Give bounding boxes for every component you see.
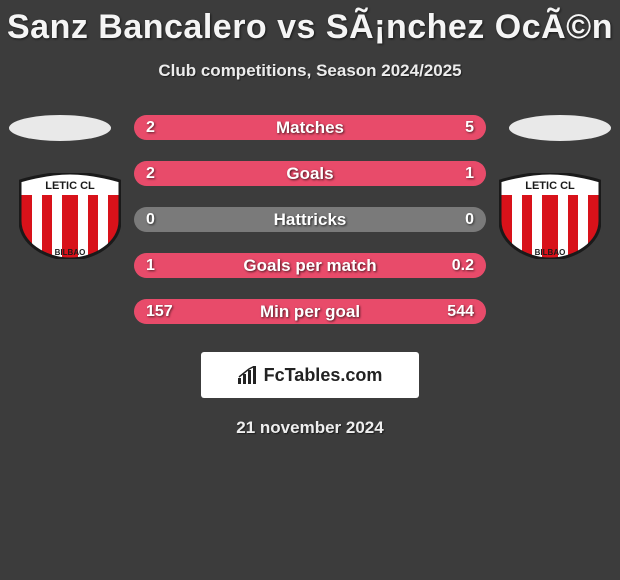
page-title: Sanz Bancalero vs SÃ¡nchez OcÃ©n — [0, 0, 620, 47]
badge-top-text: LETIC CL — [525, 180, 575, 192]
right-player-oval — [509, 115, 611, 141]
stat-rows: 25Matches 21Goals 00Hattricks 10.2Goals per… — [134, 115, 486, 324]
stat-row: 157544Min per goal — [134, 299, 486, 324]
stat-label: Hattricks — [134, 207, 486, 232]
subtitle: Club competitions, Season 2024/2025 — [0, 61, 620, 81]
left-player-oval — [9, 115, 111, 141]
stat-label: Goals per match — [134, 253, 486, 278]
chart-icon — [238, 366, 258, 384]
fctables-logo: FcTables.com — [201, 352, 419, 398]
stat-label: Matches — [134, 115, 486, 140]
left-club-badge: LETIC CL BILBAO — [19, 173, 121, 259]
stat-row: 25Matches — [134, 115, 486, 140]
stats-area: LETIC CL BILBAO LETIC CL BILBAO 25Matche… — [0, 115, 620, 324]
stat-label: Goals — [134, 161, 486, 186]
badge-top-text: LETIC CL — [45, 180, 95, 192]
logo-text: FcTables.com — [264, 365, 383, 386]
date-text: 21 november 2024 — [0, 418, 620, 438]
badge-bottom-text: BILBAO — [535, 248, 566, 257]
stat-row: 00Hattricks — [134, 207, 486, 232]
badge-bottom-text: BILBAO — [55, 248, 86, 257]
stat-row: 21Goals — [134, 161, 486, 186]
stat-label: Min per goal — [134, 299, 486, 324]
stat-row: 10.2Goals per match — [134, 253, 486, 278]
right-club-badge: LETIC CL BILBAO — [499, 173, 601, 259]
